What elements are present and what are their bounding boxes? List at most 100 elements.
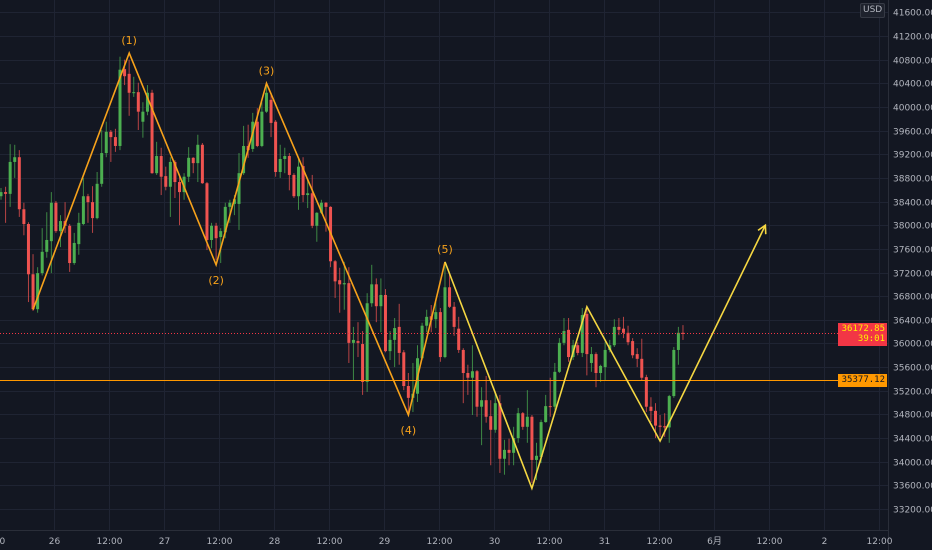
candle-body bbox=[45, 239, 49, 252]
candle bbox=[388, 331, 392, 361]
candle bbox=[640, 338, 644, 381]
candle-body bbox=[338, 280, 342, 285]
candle bbox=[585, 307, 589, 376]
candle bbox=[461, 348, 465, 404]
candle-body bbox=[132, 92, 136, 94]
time-axis[interactable]: 00 26 12:00 27 12:00 28 12:00 29 12:00 30 12:00 31 1… bbox=[0, 536, 893, 547]
price-tick-label: 33200.00 bbox=[893, 506, 932, 516]
candle-body bbox=[168, 161, 172, 187]
candle bbox=[113, 128, 117, 152]
candle-body bbox=[438, 312, 442, 358]
price-axis[interactable]: 41600.00 41200.00 40800.00 40400.00 40000.00… bbox=[893, 9, 932, 516]
candle-body bbox=[530, 416, 534, 460]
candle bbox=[8, 144, 12, 207]
candle bbox=[548, 377, 552, 417]
candle bbox=[347, 267, 351, 363]
last-price-label: 36172.85 39:01 bbox=[838, 323, 887, 346]
price-tick-label: 40400.00 bbox=[893, 80, 932, 90]
time-tick-label: 29 bbox=[379, 537, 391, 547]
candle bbox=[68, 224, 72, 272]
time-tick-label: 12:00 bbox=[207, 537, 233, 547]
candle-body bbox=[68, 225, 72, 264]
price-tick-label: 37200.00 bbox=[893, 270, 932, 280]
candle-body bbox=[77, 222, 81, 245]
candle-body bbox=[178, 182, 182, 193]
candle-body bbox=[17, 157, 21, 210]
candle-body bbox=[406, 386, 410, 398]
candle bbox=[81, 177, 85, 226]
candle bbox=[521, 412, 525, 430]
candle bbox=[374, 278, 378, 323]
candle bbox=[187, 147, 191, 183]
candle bbox=[324, 202, 328, 232]
candle bbox=[342, 261, 346, 310]
candle bbox=[77, 212, 81, 255]
candle bbox=[237, 153, 241, 230]
candle bbox=[498, 394, 502, 473]
time-tick-label: 12:00 bbox=[317, 537, 343, 547]
candle bbox=[457, 316, 461, 353]
candle-body bbox=[603, 349, 607, 368]
candle bbox=[22, 202, 26, 236]
candle bbox=[338, 267, 342, 313]
candle bbox=[562, 318, 566, 346]
candle-body bbox=[626, 332, 630, 343]
candle-body bbox=[173, 161, 177, 183]
candle bbox=[109, 130, 113, 162]
candle bbox=[264, 82, 268, 113]
candle bbox=[438, 307, 442, 362]
candle bbox=[383, 289, 387, 353]
candle bbox=[214, 222, 218, 261]
impulse-wave-line[interactable] bbox=[32, 50, 446, 418]
candle-body bbox=[274, 121, 278, 172]
last-price-value: 36172.85 bbox=[841, 324, 885, 334]
candles bbox=[0, 56, 685, 483]
candle-body bbox=[91, 202, 95, 219]
elliott-wave-drawing[interactable]: (1) (2) (3) (4) (5) bbox=[32, 34, 767, 491]
candle-body bbox=[196, 144, 200, 164]
time-tick-label: 12:00 bbox=[647, 537, 673, 547]
candle-body bbox=[434, 312, 438, 320]
candle-body bbox=[466, 373, 470, 378]
time-tick-label: 28 bbox=[269, 537, 281, 547]
time-tick-label: 00 bbox=[0, 537, 5, 547]
candle-body bbox=[113, 137, 117, 146]
candle bbox=[196, 134, 200, 183]
price-tick-label: 39200.00 bbox=[893, 151, 932, 161]
time-tick-label: 12:00 bbox=[97, 537, 123, 547]
candle-body bbox=[8, 161, 12, 194]
price-tick-label: 33600.00 bbox=[893, 482, 932, 492]
currency-badge[interactable]: USD bbox=[860, 3, 886, 18]
bar-countdown: 39:01 bbox=[857, 334, 885, 344]
candle-body bbox=[658, 425, 662, 427]
candle-body bbox=[269, 99, 273, 123]
candle-body bbox=[461, 349, 465, 374]
candle-body bbox=[72, 242, 76, 264]
candle-body bbox=[264, 92, 268, 112]
horizontal-level-label: 35377.12 bbox=[838, 374, 887, 387]
time-tick-label: 2 bbox=[822, 537, 828, 547]
candle bbox=[589, 346, 593, 372]
projection-wave-line[interactable] bbox=[444, 224, 767, 491]
candle-body bbox=[672, 349, 676, 397]
price-tick-label: 40800.00 bbox=[893, 57, 932, 67]
candle bbox=[397, 303, 401, 365]
candle-body bbox=[663, 426, 667, 428]
wave-label: (3) bbox=[259, 64, 275, 77]
candle-body bbox=[324, 202, 328, 207]
candle-body bbox=[535, 455, 539, 460]
price-tick-label: 36800.00 bbox=[893, 293, 932, 303]
candle bbox=[356, 322, 360, 358]
candle-body bbox=[388, 339, 392, 352]
candle bbox=[13, 144, 17, 178]
candle-body bbox=[49, 202, 53, 242]
candle bbox=[425, 309, 429, 333]
candle-body bbox=[26, 224, 30, 275]
candle-body bbox=[383, 294, 387, 352]
price-tick-label: 34800.00 bbox=[893, 411, 932, 421]
candle-body bbox=[301, 166, 305, 196]
candle-body bbox=[631, 341, 635, 356]
candle-body bbox=[342, 283, 346, 285]
candle-body bbox=[617, 326, 621, 330]
